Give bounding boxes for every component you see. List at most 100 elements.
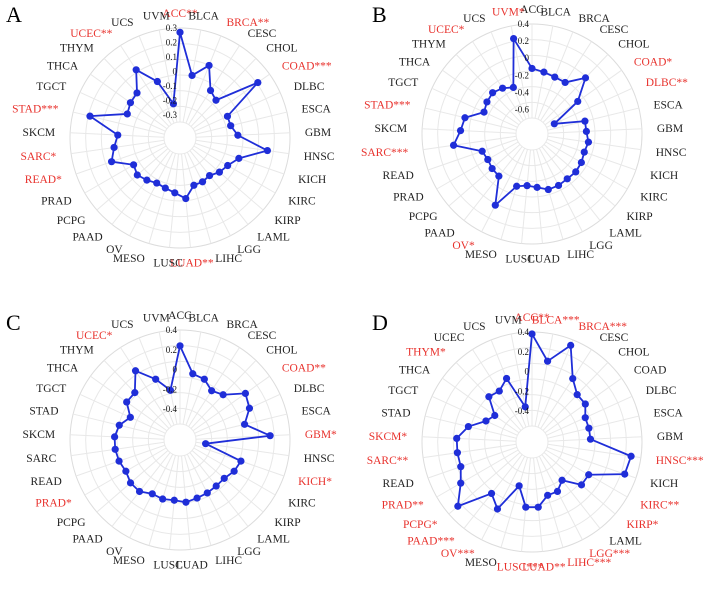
grid-spoke bbox=[192, 375, 270, 432]
data-point-read bbox=[115, 457, 123, 465]
category-label-hnsc: HNSC*** bbox=[656, 455, 704, 467]
grid-spoke bbox=[129, 151, 174, 236]
tick-label: 0.3 bbox=[166, 23, 178, 33]
data-point-sarc bbox=[110, 143, 118, 152]
category-label-gbm: GBM bbox=[305, 127, 331, 139]
data-point-lgg bbox=[198, 178, 207, 186]
grid-spoke bbox=[422, 128, 517, 134]
grid-spoke bbox=[79, 91, 166, 132]
grid-spoke bbox=[536, 149, 564, 240]
data-point-dlbc bbox=[581, 414, 589, 422]
data-point-kirc bbox=[585, 471, 593, 479]
data-point-kirc bbox=[577, 158, 585, 167]
category-label-meso: MESO bbox=[113, 253, 145, 265]
category-label-ucec: UCEC** bbox=[70, 28, 112, 40]
data-point-prad bbox=[129, 161, 138, 169]
category-label-sarc: SARC** bbox=[367, 455, 409, 467]
series-c bbox=[111, 342, 274, 506]
category-label-hnsc: HNSC bbox=[304, 151, 335, 163]
grid-spoke bbox=[148, 153, 176, 244]
category-label-ov: OV*** bbox=[441, 548, 475, 560]
category-label-kirc: KIRC** bbox=[640, 500, 679, 512]
data-point-laml bbox=[212, 482, 220, 490]
series-d bbox=[453, 330, 635, 513]
category-label-cesc: CESC bbox=[248, 28, 277, 40]
category-label-lusc: LUSC bbox=[153, 257, 183, 269]
grid-spoke bbox=[481, 455, 526, 540]
category-label-esca: ESCA bbox=[301, 104, 331, 116]
grid-spoke bbox=[448, 452, 521, 515]
grid-spoke bbox=[500, 457, 528, 548]
category-label-brca: BRCA** bbox=[226, 17, 269, 29]
data-point-skcm bbox=[114, 131, 122, 139]
data-point-acc bbox=[176, 342, 184, 350]
data-point-paad bbox=[143, 176, 151, 184]
data-point-laml bbox=[558, 476, 566, 484]
data-point-lihc bbox=[544, 491, 552, 499]
grid-spoke bbox=[500, 149, 528, 240]
category-label-thca: THCA bbox=[47, 362, 79, 374]
grid-spoke bbox=[189, 452, 249, 527]
data-point-blca bbox=[188, 71, 196, 80]
category-label-stad: STAD*** bbox=[12, 104, 59, 116]
data-point-chol bbox=[573, 391, 581, 399]
grid-spoke bbox=[543, 144, 616, 207]
category-label-acc: ACC** bbox=[162, 8, 197, 20]
data-point-cesc bbox=[206, 86, 215, 95]
data-point-kirc bbox=[230, 467, 238, 475]
data-point-tgct bbox=[126, 413, 134, 421]
data-point-dlbc bbox=[223, 112, 232, 120]
data-point-tgct bbox=[123, 110, 131, 118]
category-label-kirc: KIRC bbox=[288, 196, 316, 208]
data-point-ucs bbox=[502, 374, 511, 383]
category-label-lihc: LIHC*** bbox=[567, 557, 611, 569]
category-label-chol: CHOL bbox=[266, 43, 297, 55]
grid-spoke bbox=[533, 149, 543, 244]
grid-spoke bbox=[96, 148, 169, 211]
data-point-kirp bbox=[577, 481, 586, 489]
grid-spoke bbox=[545, 141, 628, 190]
category-label-stad: STAD bbox=[381, 408, 410, 420]
series-line bbox=[452, 37, 590, 207]
data-point-coad bbox=[574, 97, 582, 106]
data-point-lgg bbox=[203, 489, 211, 497]
grid-spoke bbox=[184, 153, 212, 244]
category-label-brca: BRCA bbox=[578, 13, 610, 25]
category-label-lihc: LIHC bbox=[215, 253, 242, 265]
grid-spoke bbox=[547, 135, 641, 151]
category-label-acc: ACC** bbox=[514, 312, 549, 324]
category-label-luad: LUAD** bbox=[170, 257, 214, 269]
category-label-ucec: UCEC* bbox=[428, 24, 465, 36]
data-point-paad bbox=[135, 487, 144, 496]
series-line bbox=[89, 31, 269, 200]
category-label-uvm: UVM bbox=[495, 314, 522, 326]
category-label-acc: ACC bbox=[520, 4, 544, 16]
grid-spoke bbox=[195, 111, 288, 135]
category-label-thym: THYM bbox=[60, 43, 94, 55]
category-label-coad: COAD bbox=[634, 364, 667, 376]
grid-spoke bbox=[195, 434, 290, 440]
category-labels-d: ACC**BLCA***BRCA***CESC CHOL COAD DLBC ESCA G… bbox=[367, 312, 704, 573]
category-label-thca: THCA bbox=[399, 56, 431, 68]
grid-spoke bbox=[191, 450, 264, 513]
data-point-gbm bbox=[586, 435, 595, 443]
data-point-thca bbox=[491, 411, 499, 420]
data-point-thym bbox=[133, 89, 141, 97]
grid-spoke bbox=[540, 349, 592, 429]
category-label-kirc: KIRC bbox=[288, 498, 316, 510]
category-label-laml: LAML bbox=[257, 231, 290, 243]
category-label-stad: STAD*** bbox=[364, 100, 411, 112]
category-label-chol: CHOL bbox=[266, 345, 297, 357]
data-point-lihc bbox=[544, 185, 552, 194]
data-point-ucec bbox=[132, 66, 140, 74]
data-point-luad bbox=[533, 183, 541, 191]
category-label-ov: OV bbox=[106, 546, 123, 558]
grid-ring bbox=[515, 117, 549, 151]
grid-spoke bbox=[195, 139, 289, 155]
grid-spoke bbox=[75, 142, 166, 175]
data-point-laml bbox=[563, 175, 571, 183]
data-point-cesc bbox=[208, 387, 216, 395]
data-point-ov bbox=[493, 505, 502, 513]
